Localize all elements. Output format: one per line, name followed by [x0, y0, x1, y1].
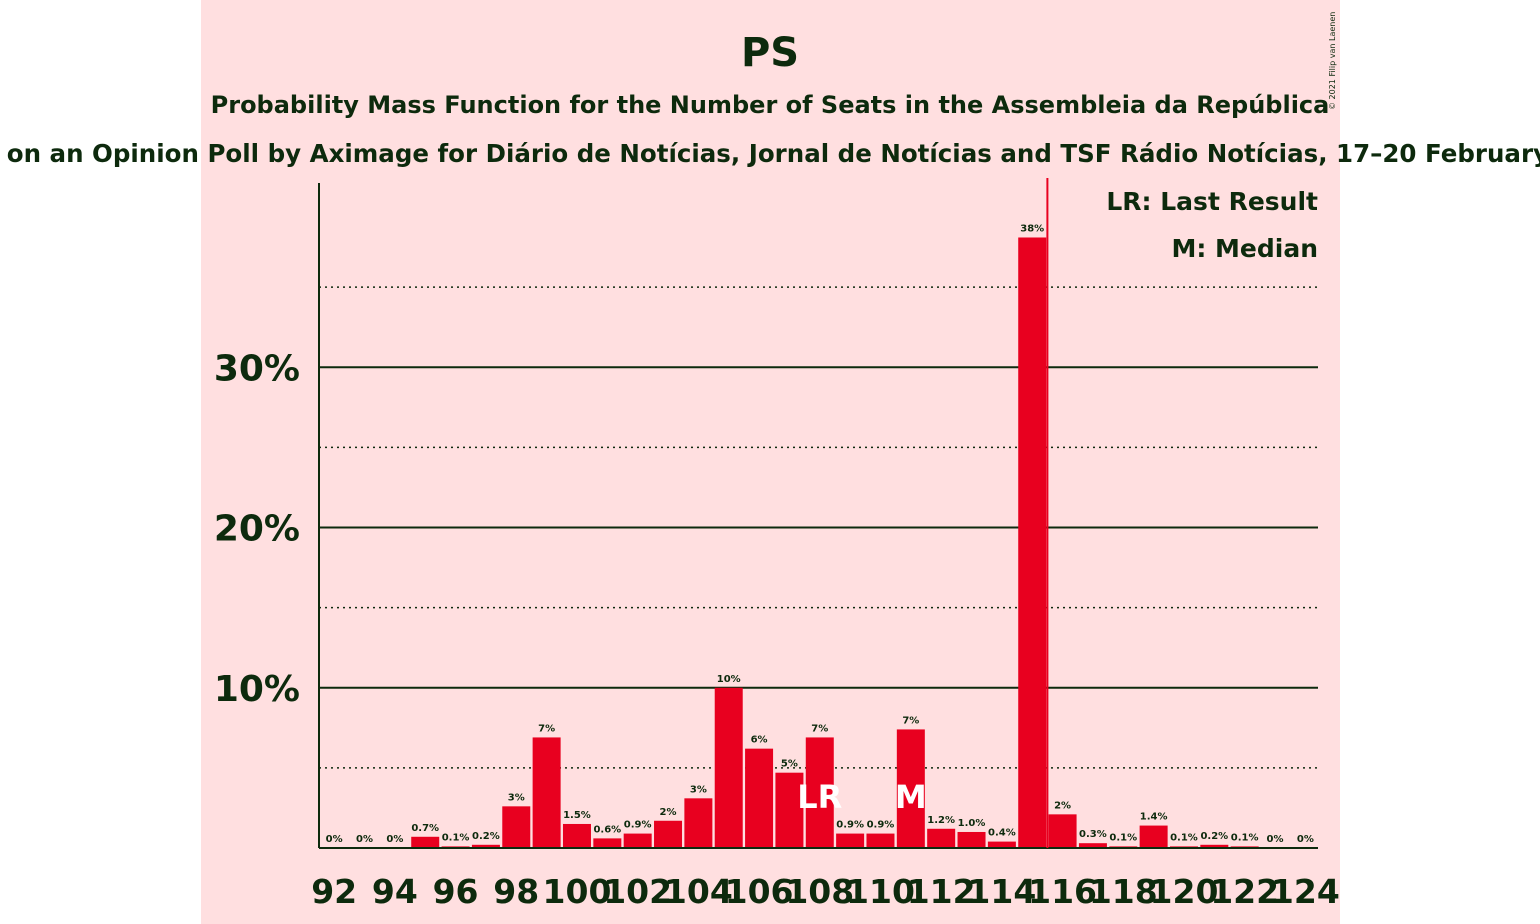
bar-value-label: 5%: [781, 759, 798, 770]
bar-value-label: 0.3%: [1079, 829, 1107, 840]
bar-value-label: 0%: [326, 834, 343, 845]
bar: [411, 836, 440, 848]
bar-value-label: 6%: [751, 735, 768, 746]
bar: [896, 729, 925, 848]
bar-value-label: 7%: [538, 723, 555, 734]
median-marker: M: [895, 778, 927, 816]
bar-value-label: 0%: [1297, 834, 1314, 845]
bar-value-label: 0.1%: [1231, 832, 1259, 843]
bar: [805, 737, 834, 848]
x-tick-label: 98: [493, 872, 539, 911]
bar: [1048, 814, 1077, 848]
x-tick-label: 102: [603, 872, 672, 911]
bar-value-label: 1.0%: [958, 818, 986, 829]
bar: [957, 831, 986, 848]
legend: LR: Last Result M: Median: [1106, 178, 1323, 268]
bar: [836, 833, 865, 848]
bar-value-label: 0%: [386, 834, 403, 845]
x-tick-label: 124: [1271, 872, 1340, 911]
bar-value-label: 0.9%: [836, 820, 864, 831]
bar: [866, 833, 895, 848]
bar-value-label: 2%: [660, 807, 677, 818]
last-result-marker: LR: [797, 778, 842, 816]
bar-value-label: 3%: [508, 792, 525, 803]
bar-value-labels: 0% 0% 0%0.7%0.1% 0.2%3%7%1.5%0.6% 0.9%2%3%10…: [326, 223, 1314, 845]
x-tick-label: 120: [1150, 872, 1219, 911]
bar-value-label: 0.2%: [472, 831, 500, 842]
bar: [1139, 825, 1168, 848]
bar-value-label: 1.5%: [563, 810, 591, 821]
x-tick-label: 94: [372, 872, 418, 911]
bar-value-label: 0.1%: [1109, 832, 1137, 843]
bar: [775, 772, 804, 848]
bar: [684, 798, 713, 848]
legend-median: M: Median: [1171, 234, 1318, 263]
bar: [623, 833, 652, 848]
y-tick-label: 10%: [214, 669, 300, 710]
bar: [714, 687, 743, 848]
bar: [532, 737, 561, 848]
y-tick-label: 30%: [214, 348, 300, 389]
bar-value-label: 2%: [1054, 800, 1071, 811]
bar: [593, 838, 622, 848]
bar: [745, 748, 774, 848]
bar: [502, 806, 531, 848]
chart-subtitle: Probability Mass Function for the Number…: [211, 91, 1330, 119]
bar-value-label: 0%: [356, 834, 373, 845]
bar-value-label: 0.9%: [867, 820, 895, 831]
bar-value-label: 0%: [1267, 834, 1284, 845]
bar-value-label: 38%: [1020, 223, 1044, 234]
bar-value-label: 1.4%: [1140, 812, 1168, 823]
x-tick-label: 122: [1210, 872, 1279, 911]
bar-value-label: 1.2%: [927, 815, 955, 826]
bar: [654, 820, 683, 848]
bar-value-label: 7%: [811, 723, 828, 734]
x-tick-label: 116: [1028, 872, 1097, 911]
x-axis-labels: 92 94 96 98 10010210410610811011211411611812…: [311, 872, 1340, 911]
x-tick-label: 96: [433, 872, 479, 911]
bar-value-label: 0.7%: [411, 823, 439, 834]
x-tick-label: 106: [725, 872, 794, 911]
bar-value-label: 10%: [717, 674, 741, 685]
x-tick-label: 92: [311, 872, 357, 911]
bar: [562, 823, 591, 848]
bar-value-label: 3%: [690, 784, 707, 795]
bar-value-label: 0.1%: [442, 832, 470, 843]
y-axis-labels: 10% 20% 30%: [214, 348, 300, 709]
chart-title: PS: [741, 30, 799, 76]
x-tick-label: 112: [907, 872, 976, 911]
bar: [1018, 237, 1047, 848]
x-tick-label: 108: [785, 872, 854, 911]
bar-value-label: 0.9%: [624, 820, 652, 831]
y-tick-label: 20%: [214, 509, 300, 550]
bar-value-label: 0.1%: [1170, 832, 1198, 843]
bars: [411, 237, 1259, 848]
bar-value-label: 0.4%: [988, 828, 1016, 839]
chart-subtitle-poll: Based on an Opinion Poll by Aximage for …: [0, 139, 1540, 168]
x-tick-label: 118: [1089, 872, 1158, 911]
x-tick-label: 110: [846, 872, 915, 911]
bar-markers: LR M: [797, 778, 926, 816]
bar: [471, 844, 500, 848]
x-tick-label: 104: [664, 872, 733, 911]
bar-value-label: 0.6%: [593, 824, 621, 835]
bar: [1078, 843, 1107, 848]
legend-last-result: LR: Last Result: [1106, 187, 1318, 216]
bar: [987, 841, 1016, 848]
bar: [1200, 844, 1229, 848]
legend-box: [1118, 178, 1323, 268]
bar-value-label: 7%: [902, 715, 919, 726]
copyright-note: © 2021 Filip van Laenen: [1328, 12, 1337, 110]
bar: [927, 828, 956, 848]
bar-value-label: 0.2%: [1200, 831, 1228, 842]
x-tick-label: 100: [543, 872, 612, 911]
x-tick-label: 114: [967, 872, 1036, 911]
